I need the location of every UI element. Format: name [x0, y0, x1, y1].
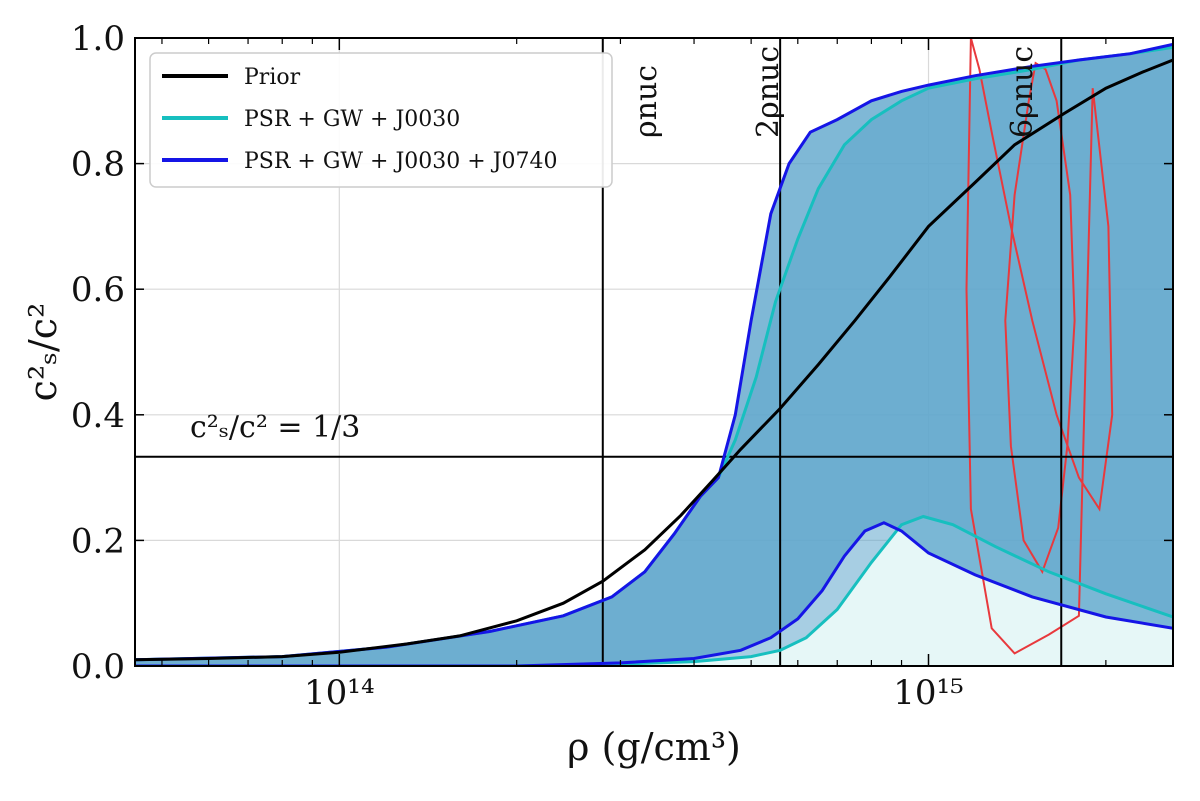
annotation-2-rho-nuc: 2ρnuc: [751, 46, 786, 138]
reference-lines: [135, 38, 1173, 666]
posterior-bands: [135, 44, 1173, 666]
y-tick-label: 0.8: [71, 145, 125, 185]
series-line-prior: [135, 58, 1173, 662]
band-psr-gw-j0030: [135, 47, 1173, 666]
y-tick-label: 1.0: [71, 19, 125, 59]
band-light-fill: [135, 516, 1173, 666]
y-tick-label: 0.2: [71, 521, 125, 561]
legend-label-psr-gw-j0030-j0740: PSR + GW + J0030 + J0740: [244, 149, 558, 174]
x-tick-label: 10¹⁵: [893, 673, 964, 713]
y-tick-label: 0.0: [71, 647, 125, 687]
y-tick-label: 0.4: [71, 396, 125, 436]
axis-ticks: 0.0 0.2 0.4 0.6 0.8 1.0 10¹⁴ 10¹⁵: [71, 19, 1173, 713]
series-lines: [135, 42, 1173, 666]
x-tick-label: 10¹⁴: [304, 673, 375, 713]
legend-label-prior: Prior: [244, 65, 301, 90]
plot-frame: [134, 37, 1174, 667]
annotation-6-rho-nuc: 6ρnuc: [1005, 46, 1040, 138]
series-line-psr-gw-j0030-j0740-lower: [135, 521, 1173, 666]
annotation-rho-nuc: ρnuc: [629, 65, 664, 138]
y-axis-title: c²ₛ/c²: [21, 303, 65, 402]
contour-outer: [965, 38, 1114, 655]
legend: Prior PSR + GW + J0030 PSR + GW + J0030 …: [149, 52, 613, 188]
x-axis-title: ρ (g/cm³): [567, 725, 741, 769]
legend-label-psr-gw-j0030: PSR + GW + J0030: [244, 107, 460, 132]
series-line-psr-gw-j0030-j0740-upper: [135, 42, 1173, 662]
series-line-psr-gw-j0030-lower: [135, 514, 1173, 666]
y-tick-label: 0.6: [71, 270, 125, 310]
annotation-one-third: c²ₛ/c² = 1/3: [190, 410, 360, 445]
legend-box: [149, 52, 613, 188]
